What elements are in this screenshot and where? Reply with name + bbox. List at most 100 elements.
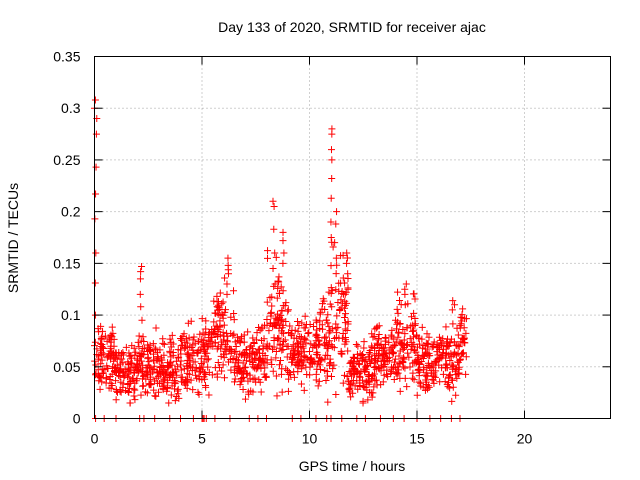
data-point	[399, 345, 407, 353]
data-point	[240, 338, 248, 346]
data-point	[316, 325, 324, 333]
data-point	[181, 344, 189, 352]
data-point	[446, 371, 454, 379]
data-point	[236, 381, 244, 389]
data-point	[112, 396, 120, 404]
data-point	[168, 373, 176, 381]
data-point	[108, 323, 116, 331]
data-point	[462, 329, 470, 337]
data-point	[214, 333, 222, 341]
data-point	[96, 385, 104, 393]
data-point	[160, 376, 168, 384]
data-point	[183, 384, 191, 392]
data-point	[315, 337, 323, 345]
data-point	[237, 378, 245, 386]
data-points	[90, 96, 470, 422]
data-point	[127, 359, 135, 367]
data-point	[306, 320, 314, 328]
data-point	[390, 358, 398, 366]
data-point	[169, 351, 177, 359]
data-point	[236, 350, 244, 358]
data-point	[246, 357, 254, 365]
data-point	[137, 303, 145, 311]
data-point	[290, 373, 298, 381]
data-point	[436, 355, 444, 363]
data-point	[183, 362, 191, 370]
data-point	[239, 385, 247, 393]
data-point	[208, 371, 216, 379]
data-point	[151, 377, 159, 385]
data-point	[392, 338, 400, 346]
data-point	[306, 363, 314, 371]
data-point	[353, 367, 361, 375]
data-point	[182, 343, 190, 351]
data-point	[282, 365, 290, 373]
data-point	[95, 352, 103, 360]
data-point	[202, 383, 210, 391]
data-point	[374, 340, 382, 348]
data-point	[189, 386, 197, 394]
data-point	[439, 370, 447, 378]
data-point	[239, 374, 247, 382]
data-point	[373, 381, 381, 389]
data-point	[398, 340, 406, 348]
data-point	[312, 376, 320, 384]
data-point	[286, 350, 294, 358]
data-point	[370, 332, 378, 340]
data-point	[119, 380, 127, 388]
data-point	[107, 384, 115, 392]
data-point	[443, 364, 451, 372]
data-point	[202, 325, 210, 333]
data-point	[383, 349, 391, 357]
data-point	[453, 374, 461, 382]
data-point	[314, 382, 322, 390]
data-point	[344, 320, 352, 328]
data-point	[122, 386, 130, 394]
data-point	[241, 364, 249, 372]
data-point	[332, 270, 340, 278]
data-point	[362, 377, 370, 385]
data-point	[416, 361, 424, 369]
data-point	[272, 372, 280, 380]
data-point	[98, 378, 106, 386]
data-point	[108, 348, 116, 356]
data-point	[92, 190, 100, 198]
data-point	[326, 355, 334, 363]
data-point	[462, 315, 470, 323]
data-point	[352, 341, 360, 349]
data-point	[113, 367, 121, 375]
data-point	[375, 364, 383, 372]
data-point	[460, 339, 468, 347]
data-point	[166, 335, 174, 343]
data-point	[327, 289, 335, 297]
data-point	[102, 375, 110, 383]
data-point	[411, 322, 419, 330]
data-point	[183, 369, 191, 377]
data-point	[401, 330, 409, 338]
data-point	[301, 324, 309, 332]
data-point	[436, 354, 444, 362]
data-point	[334, 298, 342, 306]
data-point	[349, 377, 357, 385]
data-point	[385, 338, 393, 346]
data-point	[275, 290, 283, 298]
data-point	[318, 356, 326, 364]
x-tick-label: 5	[198, 431, 206, 447]
data-point	[345, 377, 353, 385]
data-point	[394, 318, 402, 326]
data-point	[202, 317, 210, 325]
data-point	[263, 356, 271, 364]
data-point	[265, 327, 273, 335]
data-point	[404, 349, 412, 357]
data-point	[426, 363, 434, 371]
data-point	[138, 316, 146, 324]
data-point	[443, 339, 451, 347]
data-point	[343, 259, 351, 267]
data-point	[343, 254, 351, 262]
data-point	[98, 369, 106, 377]
data-point	[341, 297, 349, 305]
data-point	[116, 373, 124, 381]
data-point	[368, 393, 376, 401]
data-point	[174, 354, 182, 362]
data-point	[232, 343, 240, 351]
